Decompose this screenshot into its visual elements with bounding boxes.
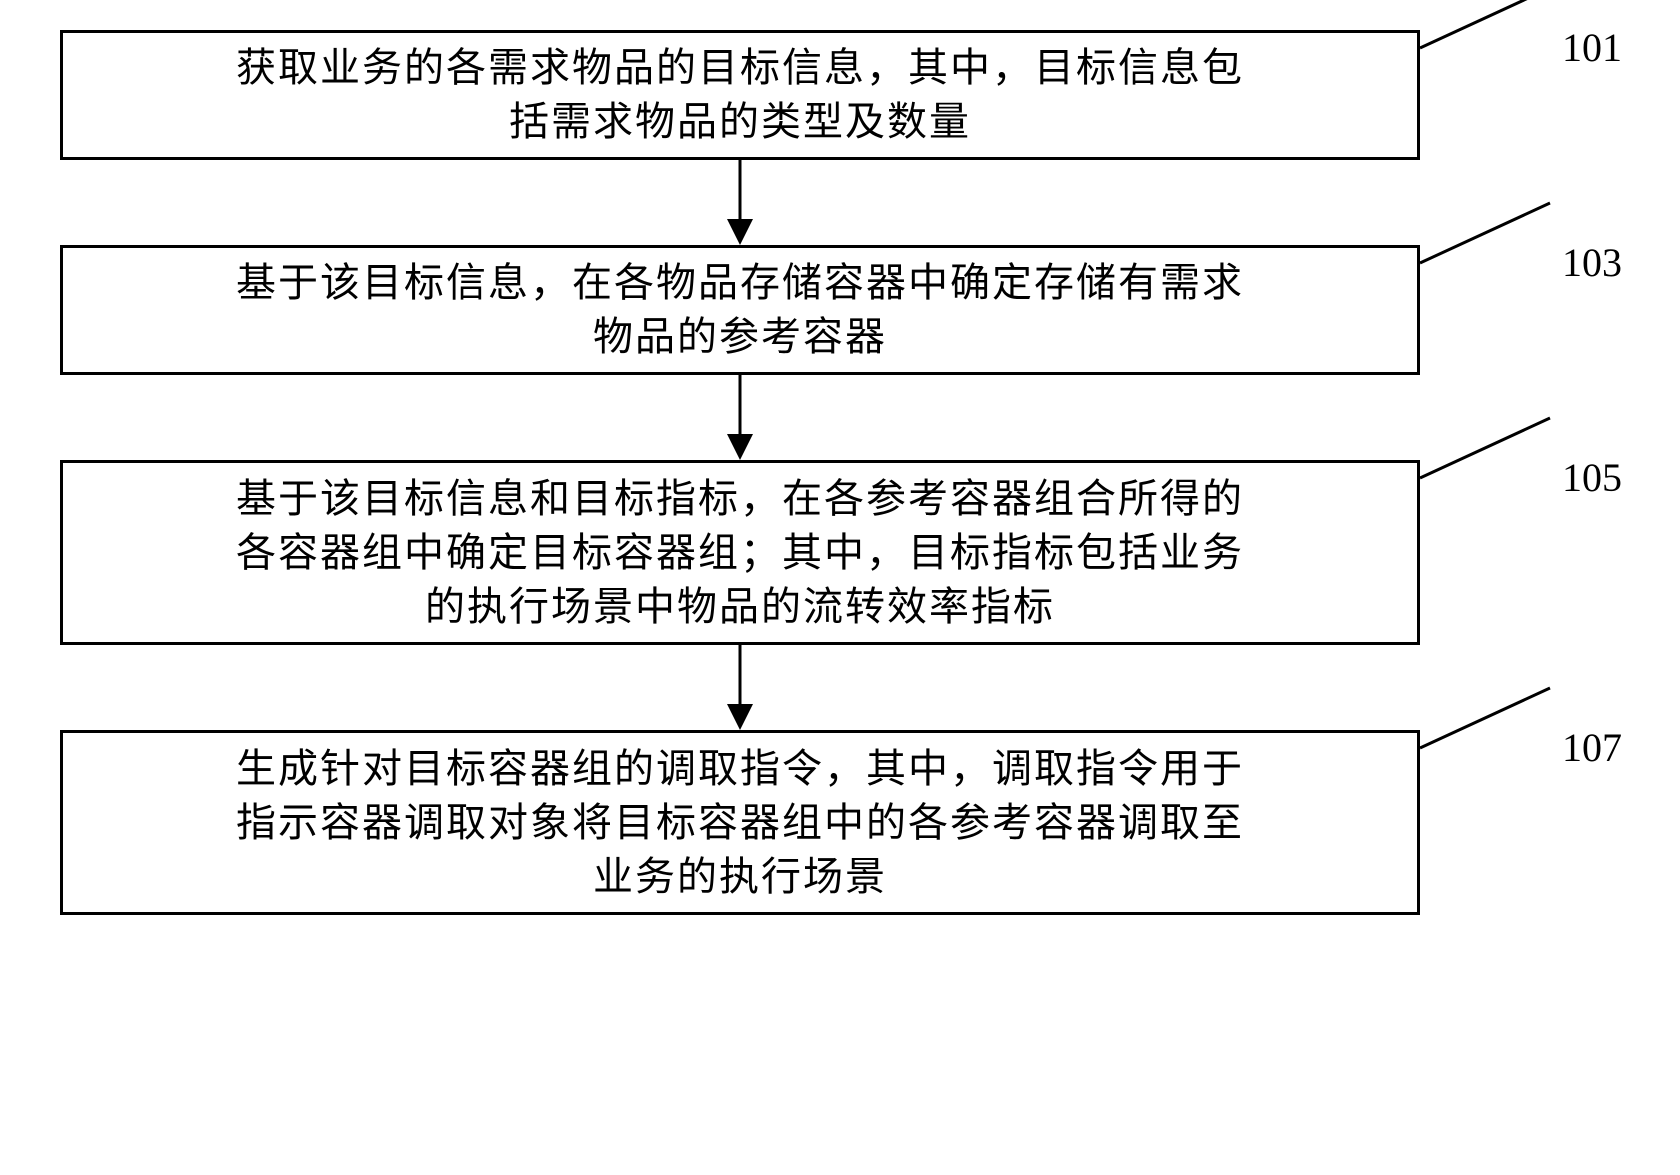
arrow-101-to-103 — [724, 160, 756, 245]
step-text-105: 基于该目标信息和目标指标，在各参考容器组合所得的 各容器组中确定目标容器组；其中… — [236, 472, 1244, 634]
step-label-107: 107 — [1562, 724, 1622, 771]
step-text-101: 获取业务的各需求物品的目标信息，其中，目标信息包 括需求物品的类型及数量 — [236, 41, 1244, 149]
leader-line-105 — [1417, 415, 1553, 481]
step-label-105: 105 — [1562, 454, 1622, 501]
step-label-101: 101 — [1562, 24, 1622, 71]
step-text-107: 生成针对目标容器组的调取指令，其中，调取指令用于 指示容器调取对象将目标容器组中… — [236, 742, 1244, 904]
leader-line-101 — [1417, 0, 1553, 51]
step-label-103: 103 — [1562, 239, 1622, 286]
step-box-107: 生成针对目标容器组的调取指令，其中，调取指令用于 指示容器调取对象将目标容器组中… — [60, 730, 1420, 915]
arrow-103-to-105 — [724, 375, 756, 460]
step-box-105: 基于该目标信息和目标指标，在各参考容器组合所得的 各容器组中确定目标容器组；其中… — [60, 460, 1420, 645]
step-text-103: 基于该目标信息，在各物品存储容器中确定存储有需求 物品的参考容器 — [236, 256, 1244, 364]
arrow-105-to-107 — [724, 645, 756, 730]
leader-line-103 — [1417, 200, 1553, 266]
flowchart-canvas: 获取业务的各需求物品的目标信息，其中，目标信息包 括需求物品的类型及数量 101 基… — [0, 0, 1680, 1175]
step-box-103: 基于该目标信息，在各物品存储容器中确定存储有需求 物品的参考容器 — [60, 245, 1420, 375]
leader-line-107 — [1417, 685, 1553, 751]
step-box-101: 获取业务的各需求物品的目标信息，其中，目标信息包 括需求物品的类型及数量 — [60, 30, 1420, 160]
